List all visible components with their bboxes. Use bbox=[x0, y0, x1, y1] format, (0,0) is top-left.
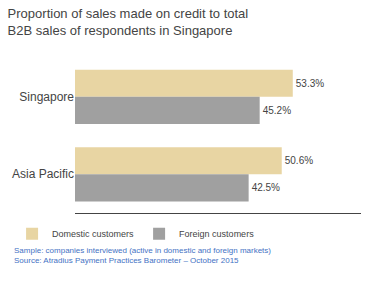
svg-text:Sample: companies interviewed: Sample: companies interviewed (active in… bbox=[14, 246, 271, 265]
svg-text:50.6%: 50.6% bbox=[285, 155, 313, 166]
svg-text:Asia Pacific: Asia Pacific bbox=[12, 167, 74, 181]
svg-text:Proportion of sales made on cr: Proportion of sales made on credit to to… bbox=[8, 6, 249, 38]
svg-text:53.3%: 53.3% bbox=[296, 78, 324, 89]
svg-text:45.2%: 45.2% bbox=[263, 105, 291, 116]
svg-text:Foreign customers: Foreign customers bbox=[179, 229, 254, 239]
svg-text:42.5%: 42.5% bbox=[252, 182, 280, 193]
svg-text:Domestic customers: Domestic customers bbox=[52, 229, 134, 239]
svg-text:Singapore: Singapore bbox=[19, 90, 74, 104]
